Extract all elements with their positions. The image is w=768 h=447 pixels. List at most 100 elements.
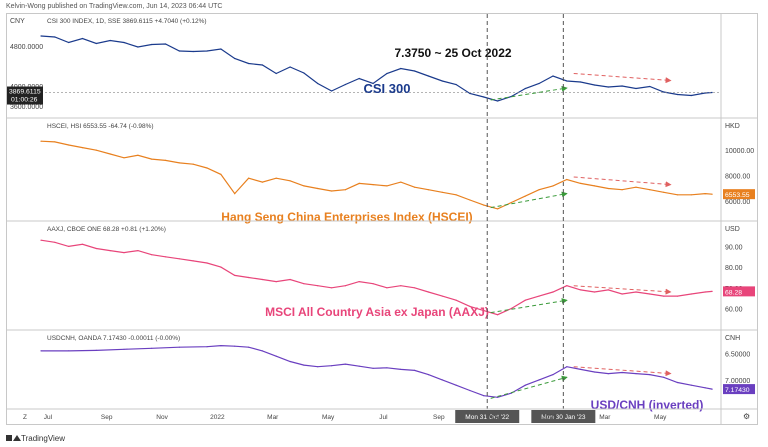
- data-point-usdcnh: [524, 384, 526, 386]
- symbol-line-csi: CSI 300 INDEX, 1D, SSE 3869.6115 +4.7040…: [47, 18, 207, 25]
- data-point-hscei: [711, 193, 713, 195]
- data-point-csi: [317, 82, 319, 85]
- data-point-usdcnh: [358, 365, 360, 367]
- data-point-csi: [109, 39, 111, 42]
- data-point-csi: [400, 67, 402, 70]
- green-trend-arrow-csi: [490, 85, 568, 101]
- data-point-hscei: [109, 153, 111, 155]
- last-price-label-aaxj: 68.28: [725, 289, 742, 296]
- data-point-usdcnh: [635, 373, 637, 375]
- data-point-aaxj: [635, 291, 637, 293]
- series-line-csi: [40, 35, 713, 102]
- data-point-aaxj: [234, 274, 236, 276]
- last-price-box-csi: [7, 86, 43, 105]
- data-point-aaxj: [275, 281, 277, 283]
- data-point-hscei: [40, 140, 42, 142]
- red-trend-arrow-usdcnh: [573, 366, 672, 377]
- data-point-aaxj: [607, 289, 609, 291]
- data-point-csi: [234, 57, 236, 60]
- data-point-hscei: [510, 201, 512, 204]
- data-point-hscei: [483, 204, 485, 206]
- data-point-hscei: [68, 144, 70, 146]
- data-point-aaxj: [123, 252, 125, 254]
- series-line-hscei: [40, 140, 713, 210]
- data-point-usdcnh: [538, 379, 540, 381]
- data-point-usdcnh: [303, 364, 305, 366]
- data-point-csi: [206, 50, 208, 52]
- data-point-hscei: [331, 190, 333, 192]
- data-point-usdcnh: [441, 379, 443, 381]
- data-point-usdcnh: [566, 366, 568, 368]
- data-point-csi: [358, 77, 360, 80]
- x-tick-label: Nov: [488, 414, 500, 421]
- data-point-aaxj: [663, 295, 665, 297]
- data-point-usdcnh: [400, 368, 402, 370]
- data-point-hscei: [248, 177, 250, 179]
- data-point-aaxj: [68, 245, 70, 247]
- data-point-aaxj: [164, 256, 167, 258]
- data-point-aaxj: [386, 287, 388, 289]
- data-point-hscei: [178, 162, 180, 164]
- data-point-aaxj: [552, 291, 554, 293]
- data-point-usdcnh: [607, 373, 609, 375]
- data-point-aaxj: [704, 291, 706, 293]
- data-point-csi: [469, 92, 471, 95]
- data-point-csi: [164, 43, 167, 45]
- x-tick-label: 2022: [210, 414, 225, 421]
- series-title-hscei: Hang Seng China Enterprises Index (HSCEI…: [221, 210, 472, 224]
- y-tick-label-csi: 3600.0000: [10, 104, 43, 111]
- data-point-aaxj: [427, 291, 429, 293]
- data-point-usdcnh: [331, 365, 333, 367]
- data-point-aaxj: [220, 266, 222, 268]
- data-point-usdcnh: [580, 368, 582, 370]
- data-point-aaxj: [455, 299, 457, 301]
- data-point-hscei: [441, 191, 443, 193]
- data-point-csi: [427, 75, 429, 77]
- data-point-usdcnh: [220, 345, 222, 347]
- series-line-aaxj: [40, 239, 713, 316]
- data-point-usdcnh: [178, 346, 180, 348]
- data-point-csi: [331, 90, 333, 92]
- data-point-hscei: [192, 163, 194, 165]
- data-point-csi: [68, 41, 70, 44]
- data-point-csi: [441, 80, 443, 82]
- data-point-aaxj: [358, 281, 360, 283]
- data-point-usdcnh: [261, 350, 263, 352]
- x-tick-label: Mar: [267, 414, 279, 421]
- data-point-csi: [497, 100, 499, 102]
- tradingview-logo-icon: [6, 435, 21, 442]
- data-point-hscei: [580, 182, 582, 184]
- x-tick-label: Sep: [433, 414, 445, 421]
- data-point-hscei: [372, 184, 374, 186]
- data-point-csi: [220, 48, 222, 50]
- data-point-hscei: [607, 187, 609, 190]
- data-point-csi: [54, 36, 56, 38]
- currency-label-aaxj: USD: [725, 226, 740, 233]
- data-point-csi: [580, 81, 582, 83]
- data-point-usdcnh: [663, 376, 665, 378]
- data-point-aaxj: [538, 295, 540, 297]
- data-point-csi: [593, 84, 596, 86]
- settings-gear-icon: ⚙: [743, 412, 750, 421]
- data-point-hscei: [427, 189, 429, 191]
- data-point-usdcnh: [317, 366, 319, 368]
- y-tick-label-usdcnh: 7.00000: [725, 378, 750, 385]
- date-marker-label: Mon 30 Jan '23: [541, 414, 586, 421]
- data-point-hscei: [538, 189, 540, 191]
- data-point-csi: [690, 94, 692, 97]
- data-point-aaxj: [372, 283, 374, 285]
- data-point-aaxj: [40, 239, 42, 241]
- data-point-hscei: [289, 180, 291, 182]
- data-point-hscei: [164, 159, 167, 161]
- date-marker-label: Mon 31 Oct '22: [465, 414, 509, 421]
- data-point-usdcnh: [123, 348, 125, 350]
- data-point-csi: [275, 72, 277, 75]
- data-point-usdcnh: [234, 345, 236, 347]
- data-point-aaxj: [151, 254, 153, 256]
- y-tick-label-hscei: 10000.00: [725, 148, 754, 155]
- data-point-usdcnh: [621, 371, 623, 374]
- data-point-hscei: [400, 181, 402, 183]
- data-point-aaxj: [178, 258, 180, 260]
